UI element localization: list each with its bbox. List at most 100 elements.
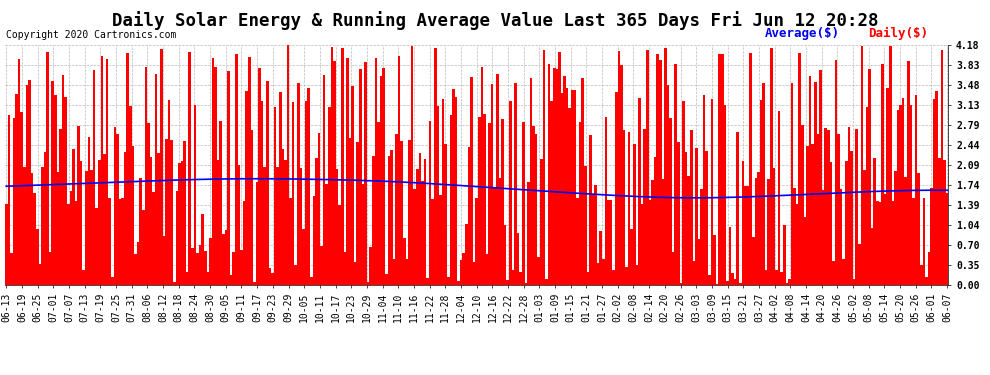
Bar — [613, 270, 615, 285]
Bar — [478, 117, 480, 285]
Bar — [230, 275, 233, 285]
Bar — [719, 54, 721, 285]
Bar — [74, 201, 77, 285]
Bar — [13, 118, 15, 285]
Bar — [926, 278, 928, 285]
Bar — [809, 76, 812, 285]
Bar — [706, 151, 708, 285]
Bar — [840, 189, 842, 285]
Bar — [207, 272, 209, 285]
Bar — [633, 144, 636, 285]
Bar — [253, 282, 255, 285]
Bar — [939, 158, 940, 285]
Bar — [26, 86, 28, 285]
Bar — [305, 101, 307, 285]
Bar — [762, 82, 765, 285]
Bar — [31, 172, 34, 285]
Bar — [819, 70, 822, 285]
Bar — [129, 106, 132, 285]
Bar — [669, 118, 672, 285]
Bar — [778, 111, 780, 285]
Bar — [845, 161, 847, 285]
Bar — [51, 81, 54, 285]
Bar — [703, 95, 706, 285]
Bar — [737, 132, 740, 285]
Bar — [711, 99, 713, 285]
Bar — [336, 169, 339, 285]
Bar — [307, 88, 310, 285]
Bar — [467, 147, 470, 285]
Bar — [943, 160, 945, 285]
Bar — [726, 281, 729, 285]
Bar — [127, 54, 129, 285]
Bar — [830, 162, 833, 285]
Bar — [98, 160, 101, 285]
Bar — [248, 57, 250, 285]
Bar — [351, 86, 353, 285]
Bar — [889, 46, 892, 285]
Bar — [520, 272, 522, 285]
Bar — [214, 67, 217, 285]
Bar — [408, 140, 411, 285]
Bar — [693, 261, 695, 285]
Bar — [21, 112, 23, 285]
Bar — [674, 64, 677, 285]
Bar — [475, 198, 478, 285]
Bar — [170, 140, 173, 285]
Bar — [679, 283, 682, 285]
Bar — [480, 67, 483, 285]
Bar — [328, 107, 331, 285]
Bar — [268, 268, 271, 285]
Bar — [148, 123, 149, 285]
Bar — [610, 200, 613, 285]
Bar — [323, 75, 326, 285]
Bar — [334, 60, 336, 285]
Bar — [400, 141, 403, 285]
Bar — [442, 99, 445, 285]
Bar — [576, 198, 579, 285]
Bar — [465, 224, 467, 285]
Bar — [80, 162, 82, 285]
Bar — [199, 245, 201, 285]
Bar — [188, 53, 191, 285]
Bar — [114, 128, 116, 285]
Bar — [429, 121, 432, 285]
Bar — [318, 133, 321, 285]
Bar — [801, 125, 804, 285]
Bar — [297, 83, 300, 285]
Bar — [592, 195, 594, 285]
Bar — [666, 85, 669, 285]
Bar — [69, 190, 72, 285]
Bar — [931, 188, 933, 285]
Bar — [276, 166, 279, 285]
Bar — [54, 95, 56, 285]
Bar — [651, 180, 653, 285]
Bar — [594, 185, 597, 285]
Bar — [119, 199, 121, 285]
Bar — [600, 231, 602, 285]
Bar — [346, 58, 348, 285]
Bar — [88, 137, 90, 285]
Bar — [560, 93, 563, 285]
Bar — [855, 129, 858, 285]
Bar — [181, 161, 183, 285]
Bar — [799, 53, 801, 285]
Bar — [222, 234, 225, 285]
Bar — [411, 46, 414, 285]
Bar — [382, 68, 385, 285]
Bar — [398, 56, 400, 285]
Bar — [437, 106, 440, 285]
Bar — [196, 253, 199, 285]
Bar — [59, 129, 61, 285]
Bar — [135, 254, 137, 285]
Bar — [8, 115, 10, 285]
Bar — [488, 123, 491, 285]
Bar — [331, 47, 334, 285]
Bar — [162, 236, 165, 285]
Bar — [912, 198, 915, 285]
Bar — [749, 53, 752, 285]
Bar — [377, 122, 380, 285]
Bar — [881, 64, 884, 285]
Bar — [945, 194, 948, 285]
Bar — [732, 273, 734, 285]
